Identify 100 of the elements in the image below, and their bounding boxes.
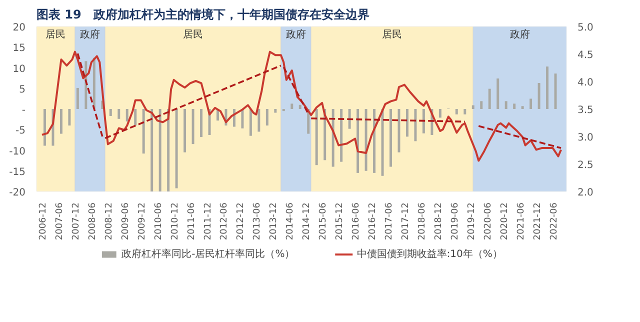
y2-tick-label: 4.0	[578, 78, 594, 88]
bar	[290, 104, 294, 109]
x-tick-label: 2010-12	[170, 202, 180, 240]
bar	[340, 109, 343, 162]
bar	[438, 109, 442, 118]
bar	[554, 74, 557, 109]
y2-tick-label: 2.5	[578, 160, 594, 171]
bar	[480, 101, 483, 109]
bar	[390, 109, 392, 167]
bar	[76, 88, 79, 109]
x-tick-label: 2019-06	[450, 202, 460, 240]
x-tick-label: 2020-12	[500, 202, 510, 240]
bar	[414, 109, 417, 142]
bar	[266, 109, 268, 126]
bar	[364, 109, 368, 171]
x-tick-label: 2013-06	[252, 202, 263, 240]
x-tick-label: 2018-06	[417, 202, 428, 240]
band-label: 政府	[80, 28, 100, 40]
x-tick-label: 2009-06	[120, 202, 131, 240]
x-tick-label: 2010-06	[154, 202, 164, 240]
bar	[192, 109, 194, 144]
bar	[109, 109, 112, 116]
x-tick-label: 2016-06	[352, 202, 362, 240]
bar	[92, 58, 96, 109]
y-tick-label: -10	[9, 146, 26, 158]
x-tick-label: 2016-12	[368, 202, 378, 240]
bar	[422, 109, 425, 134]
y-tick-label: -15	[9, 166, 26, 178]
x-tick-label: 2014-12	[302, 202, 312, 240]
bar	[546, 66, 549, 109]
x-tick-label: 2007-06	[54, 202, 65, 240]
y-tick-label: -20	[9, 188, 26, 198]
x-tick-label: 2009-12	[137, 202, 148, 240]
bar	[464, 109, 466, 114]
bar	[44, 109, 46, 146]
bar	[200, 109, 203, 138]
bar	[373, 109, 376, 173]
bar	[521, 106, 524, 109]
x-tick-label: 2012-06	[220, 202, 230, 240]
y2-tick-label: 2.0	[578, 188, 594, 198]
x-tick-label: 2008-06	[88, 202, 98, 240]
band-label: 居民	[46, 30, 66, 40]
y2-tick-label: 5.0	[578, 22, 594, 34]
x-tick-label: 2013-12	[269, 202, 280, 240]
x-tick-label: 2017-06	[384, 202, 395, 240]
bar	[274, 109, 277, 113]
bar	[472, 105, 474, 109]
bar	[530, 98, 532, 109]
bar	[406, 109, 408, 137]
bar	[298, 104, 302, 109]
band-label: 政府	[286, 28, 306, 40]
x-tick-label: 2011-06	[186, 202, 197, 240]
bar	[118, 109, 120, 119]
x-tick-label: 2011-12	[203, 202, 214, 240]
y2-tick-label: 4.5	[578, 50, 594, 61]
bar	[184, 109, 186, 152]
x-tick-label: 2018-12	[434, 202, 444, 240]
bar	[455, 109, 458, 114]
band-label: 居民	[382, 30, 402, 40]
x-tick-label: 2017-12	[400, 202, 411, 240]
bar	[504, 101, 508, 109]
bar	[142, 109, 145, 154]
y-tick-label: 20	[12, 22, 26, 34]
y2-tick-label: 3.0	[578, 132, 594, 144]
y-tick-label: 5	[19, 84, 26, 96]
bar	[158, 109, 162, 192]
line-series	[40, 50, 562, 162]
bar	[175, 109, 178, 188]
x-tick-label: 2014-06	[286, 202, 296, 240]
bar	[126, 109, 128, 122]
x-tick-label: 2007-12	[71, 202, 82, 240]
y-tick-label: 10	[12, 64, 26, 75]
y-tick-label: -	[22, 105, 26, 116]
x-tick-label: 2021-06	[516, 202, 526, 240]
bar	[513, 104, 516, 109]
bar	[348, 109, 351, 129]
bar	[258, 109, 260, 132]
legend-label: 中债国债到期收益率:10年（%）	[356, 248, 502, 261]
x-tick-label: 2015-06	[318, 202, 329, 240]
band-label: 政府	[510, 28, 530, 40]
x-tick-label: 2012-12	[236, 202, 246, 240]
bar	[68, 109, 71, 126]
x-tick-label: 2020-06	[483, 202, 494, 240]
bar	[538, 83, 540, 109]
bar	[249, 109, 252, 136]
band-label: 居民	[183, 30, 204, 40]
chart-title: 图表 19 政府加杠杆为主的情境下，十年期国债存在安全边界	[36, 8, 370, 22]
x-tick-label: 2021-12	[532, 202, 543, 240]
x-tick-label: 2006-12	[38, 202, 48, 240]
bar	[315, 109, 318, 166]
y-tick-label: 15	[12, 43, 26, 54]
bar	[241, 109, 244, 128]
x-tick-label: 2015-12	[335, 202, 346, 240]
x-tick-label: 2022-06	[549, 202, 560, 240]
bar	[150, 109, 154, 192]
y2-tick-label: 3.5	[578, 105, 594, 116]
y-tick-label: -5	[16, 126, 26, 137]
bar	[60, 109, 62, 134]
x-tick-label: 2008-12	[104, 202, 114, 240]
bar	[488, 88, 491, 109]
